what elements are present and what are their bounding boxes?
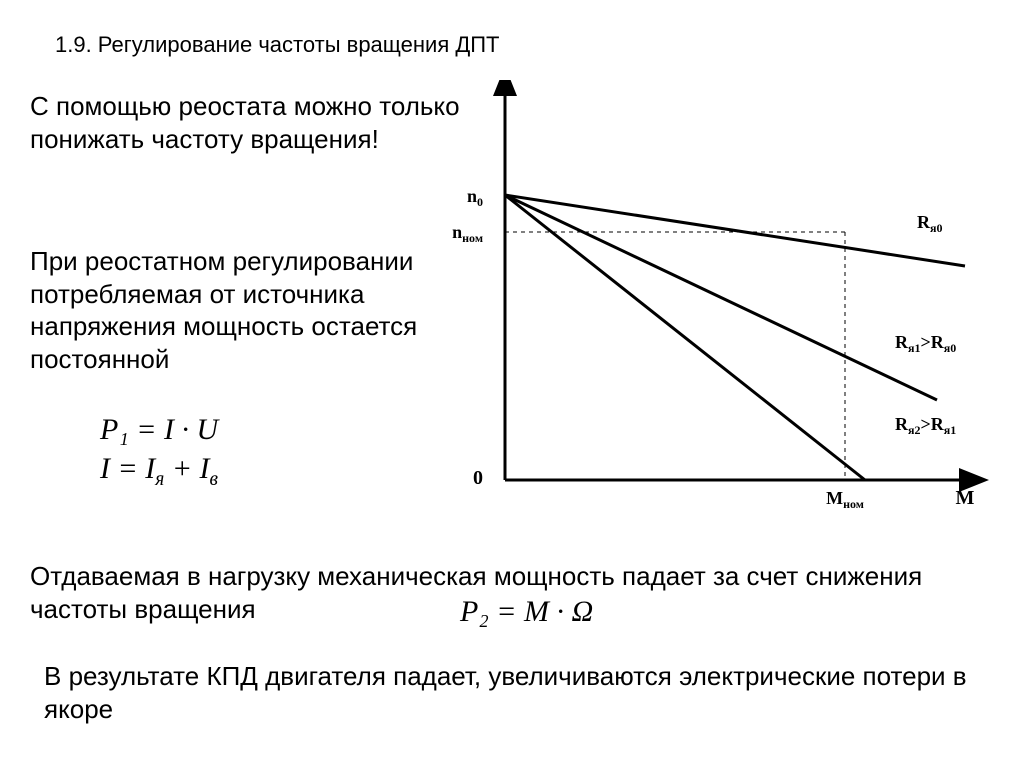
label-m-axis: M [956, 487, 975, 509]
label-origin: 0 [473, 467, 483, 489]
paragraph-power-constant: При реостатном регулировании потребляема… [30, 245, 450, 375]
equation-p1: P₁ = I · U [100, 410, 218, 449]
paragraph-efficiency: В результате КПД двигателя падает, увели… [44, 660, 984, 725]
label-nnom: nном [452, 222, 483, 245]
line-rya0 [505, 195, 965, 266]
equations-block: P₁ = I · U I = Iя + Iв [100, 410, 218, 492]
line-rya1 [505, 195, 937, 400]
equation-p2: P₂ = M · Ω [460, 595, 593, 629]
paragraph-rheostat-limit: С помощью реостата можно только понижать… [30, 90, 460, 155]
label-rya2: Rя2>Rя1 [895, 414, 956, 437]
speed-torque-chart: n0 nном 0 Mном M Rя0 Rя1>Rя0 Rя2>Rя1 [445, 80, 1017, 530]
label-rya1: Rя1>Rя0 [895, 332, 956, 355]
label-n0: n0 [467, 186, 483, 209]
equation-i-sum: I = Iя + Iв [100, 449, 218, 492]
section-title: 1.9. Регулирование частоты вращения ДПТ [55, 32, 500, 58]
label-rya0: Rя0 [917, 212, 943, 235]
line-rya2 [505, 195, 865, 480]
label-mnom: Mном [826, 488, 864, 511]
